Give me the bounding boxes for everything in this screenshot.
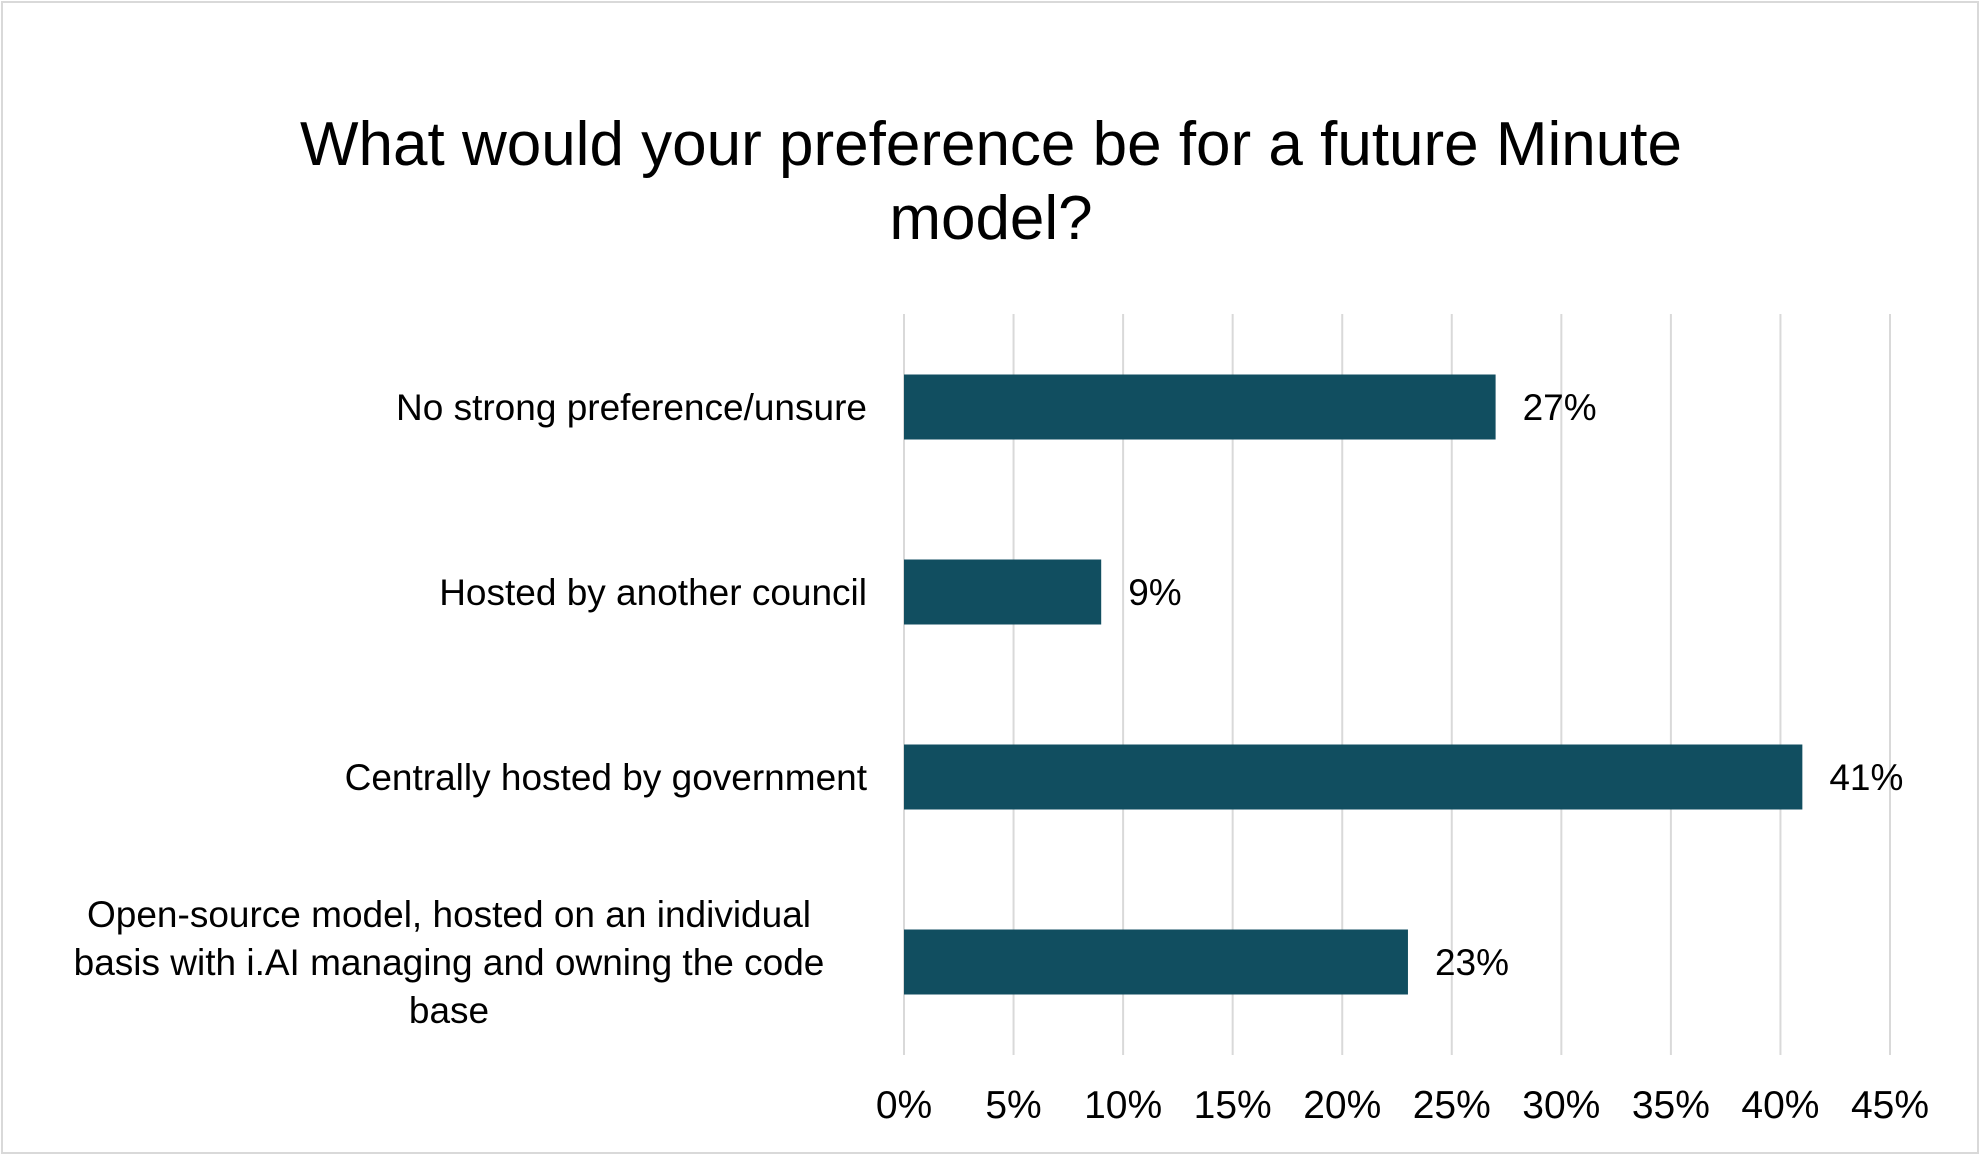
x-tick-label: 0% bbox=[876, 1084, 932, 1127]
x-tick-label: 45% bbox=[1851, 1084, 1929, 1127]
x-tick-label: 15% bbox=[1194, 1084, 1272, 1127]
x-tick-label: 10% bbox=[1084, 1084, 1162, 1127]
x-tick-label: 40% bbox=[1741, 1084, 1819, 1127]
category-label: basis with i.AI managing and owning the … bbox=[74, 942, 825, 983]
category-label: Centrally hosted by government bbox=[345, 757, 868, 798]
data-label: 27% bbox=[1523, 387, 1597, 428]
bar bbox=[904, 559, 1102, 625]
bar bbox=[904, 929, 1408, 995]
x-tick-label: 25% bbox=[1413, 1084, 1491, 1127]
bar bbox=[904, 744, 1803, 810]
chart-title: What would your preference be for a futu… bbox=[300, 110, 1682, 253]
data-label: 41% bbox=[1829, 757, 1903, 798]
bars bbox=[904, 374, 1803, 995]
category-label: Open-source model, hosted on an individu… bbox=[87, 894, 811, 935]
x-tick-label: 20% bbox=[1303, 1084, 1381, 1127]
x-tick-label: 5% bbox=[985, 1084, 1041, 1127]
category-label: base bbox=[409, 990, 489, 1031]
x-tick-label: 35% bbox=[1632, 1084, 1710, 1127]
data-label: 23% bbox=[1435, 942, 1509, 983]
category-label: No strong preference/unsure bbox=[396, 387, 867, 428]
category-label: Hosted by another council bbox=[439, 572, 867, 613]
data-label: 9% bbox=[1128, 572, 1181, 613]
labels: 0% 5% 10% 15% 20% 25% 30% 35% 40% 45% 27% No strong… bbox=[74, 387, 1929, 1127]
bar bbox=[904, 374, 1496, 440]
x-tick-label: 30% bbox=[1522, 1084, 1600, 1127]
